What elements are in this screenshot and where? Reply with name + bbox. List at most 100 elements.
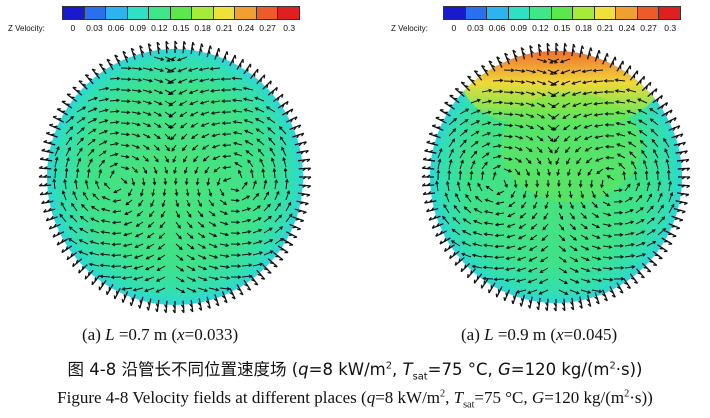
figure-caption-zh-qsup: 2 (385, 360, 392, 372)
colorbar-tick-label: 0.24 (237, 23, 255, 33)
colorbar-title-a: Z Velocity: (8, 24, 45, 33)
colorbar-tick-label: 0.18 (194, 23, 211, 33)
figure-caption-en-q: q (366, 388, 376, 407)
velocity-contour-disc (47, 49, 303, 305)
colorbar-tick-label: 0.21 (215, 23, 233, 33)
velocity-vectors (435, 58, 675, 295)
colorbar-tick-label: 0.15 (553, 23, 571, 33)
figure-caption-en-T: T (453, 388, 464, 407)
figure-caption-zh-Gval: =120 kg/(m (510, 360, 610, 379)
figure-caption-en-Tval: =75 °C, (474, 388, 532, 407)
subcaption-a-prefix: (a) (82, 325, 106, 344)
colorbar-cell (637, 7, 660, 19)
subcaption-a-value: =0.7 m ( (114, 325, 178, 344)
velocity-field-b (421, 42, 691, 312)
colorbar-tick-label: 0.24 (618, 23, 636, 33)
figure-caption-en-sep: , (445, 388, 454, 407)
figure-caption-en-G: G (531, 388, 545, 407)
colorbar-cell (170, 7, 193, 19)
colorbar-cell (127, 7, 150, 19)
colorbar-tick-label: 0.09 (129, 23, 146, 33)
figure-caption-en-label: Figure 4-8 Velocity fields at different … (57, 388, 362, 407)
colorbar-cell (551, 7, 574, 19)
colorbar-tick-label: 0.15 (172, 23, 190, 33)
colorbar-cell (84, 7, 107, 19)
colorbar-tick-label: 0.09 (510, 23, 527, 33)
colorbar-tick-label: 0.3 (664, 23, 677, 33)
colorbar-tick-label: 0.12 (151, 23, 168, 33)
colorbar-cell (508, 7, 531, 19)
figure-caption-zh-q: q (298, 360, 309, 379)
colorbar-b (443, 6, 681, 20)
colorbar-ticks-b: 0 0.03 0.06 0.09 0.12 0.15 0.18 0.21 0.24 0.27 0.3 (443, 23, 681, 33)
colorbar-title-b: Z Velocity: (391, 24, 428, 33)
subcaption-a-xval: =0.033) (184, 325, 239, 344)
figure-caption-zh-Tval: =75 °C, (427, 360, 498, 379)
colorbar-cell (106, 7, 128, 19)
figure-caption-zh-qval: =8 kW/m (308, 360, 386, 379)
colorbar-cell (616, 7, 638, 19)
figure-caption-zh-label: 图 4-8 沿管长不同位置速度场 (67, 360, 287, 379)
figure-caption-zh-T: T (402, 360, 413, 379)
colorbar-cell (594, 7, 617, 19)
figure-caption-zh-sep: , (392, 360, 403, 379)
figure-caption-zh-Tsub: sat (412, 371, 428, 383)
colorbar-cell (192, 7, 214, 19)
subcaption-b-prefix: (a) (461, 325, 485, 344)
subcaption-b: (a) L =0.9 m (x=0.045) (461, 325, 617, 345)
subcaption-a-var: L (105, 325, 115, 344)
figure-caption-zh-G: G (498, 360, 511, 379)
figure-caption-en-qsup: 2 (440, 388, 446, 400)
colorbar-cell (659, 7, 681, 19)
subcaption-a-xvar: x (177, 325, 185, 344)
figure-caption-zh-open: ( (286, 360, 299, 379)
figure-caption-en-qval: =8 kW/m (375, 388, 441, 407)
figure-caption-en: Figure 4-8 Velocity fields at different … (0, 388, 710, 411)
colorbar-cell (487, 7, 509, 19)
figure-caption-en-Gend: ·s)) (629, 388, 653, 407)
subcaption-b-value: =0.9 m ( (493, 325, 557, 344)
colorbar-a (62, 6, 300, 20)
colorbar-tick-label: 0.06 (488, 23, 506, 33)
colorbar-tick-label: 0 (451, 23, 457, 33)
velocity-panel-a: Z Velocity: 0 0.03 0.06 0.09 0.12 0.15 0.18 0.2… (0, 0, 355, 325)
figure-caption-zh-Gsup: 2 (609, 360, 616, 372)
colorbar-tick-label: 0.06 (107, 23, 125, 33)
colorbar-tick-label: 0.21 (596, 23, 614, 33)
figure-caption-zh: 图 4-8 沿管长不同位置速度场 (q=8 kW/m2, Tsat=75 °C,… (0, 356, 710, 383)
subcaption-b-xvar: x (556, 325, 564, 344)
colorbar-cell (63, 7, 85, 19)
colorbar-tick-label: 0.18 (575, 23, 592, 33)
figure-caption-en-Gsup: 2 (624, 388, 630, 400)
colorbar-cell (256, 7, 279, 19)
figure-caption-zh-Gend: ·s)) (615, 360, 643, 379)
figure-caption-en-Tsub: sat (463, 399, 475, 411)
colorbar-tick-label: 0.03 (467, 23, 484, 33)
colorbar-ticks-a: 0 0.03 0.06 0.09 0.12 0.15 0.18 0.21 0.24 0.27 0.3 (62, 23, 300, 33)
colorbar-tick-label: 0.27 (259, 23, 276, 33)
subcaption-b-var: L (484, 325, 494, 344)
subcaption-a: (a) L =0.7 m (x=0.033) (82, 325, 238, 345)
wall-vectors (38, 40, 312, 314)
colorbar-tick-label: 0.3 (283, 23, 296, 33)
velocity-field-a (38, 40, 312, 314)
high-velocity-region (462, 51, 660, 202)
colorbar-cell (278, 7, 300, 19)
subcaption-b-xval: =0.045) (563, 325, 618, 344)
colorbar-cell (530, 7, 552, 19)
velocity-vectors (52, 56, 293, 293)
colorbar-tick-label: 0 (70, 23, 76, 33)
colorbar-cell (465, 7, 488, 19)
colorbar-cell (573, 7, 595, 19)
colorbar-cell (213, 7, 236, 19)
colorbar-cell (444, 7, 466, 19)
colorbar-tick-label: 0.12 (532, 23, 549, 33)
figure-caption-en-Gval: =120 kg/(m (544, 388, 625, 407)
colorbar-cell (149, 7, 171, 19)
colorbar-tick-label: 0.27 (640, 23, 657, 33)
velocity-panel-b: Z Velocity: 0 0.03 0.06 0.09 0.12 0.15 0.18 0.2… (355, 0, 710, 325)
figure-caption-en-open: ( (361, 388, 367, 407)
colorbar-tick-label: 0.03 (86, 23, 103, 33)
wall-vectors (421, 42, 691, 312)
colorbar-cell (235, 7, 257, 19)
